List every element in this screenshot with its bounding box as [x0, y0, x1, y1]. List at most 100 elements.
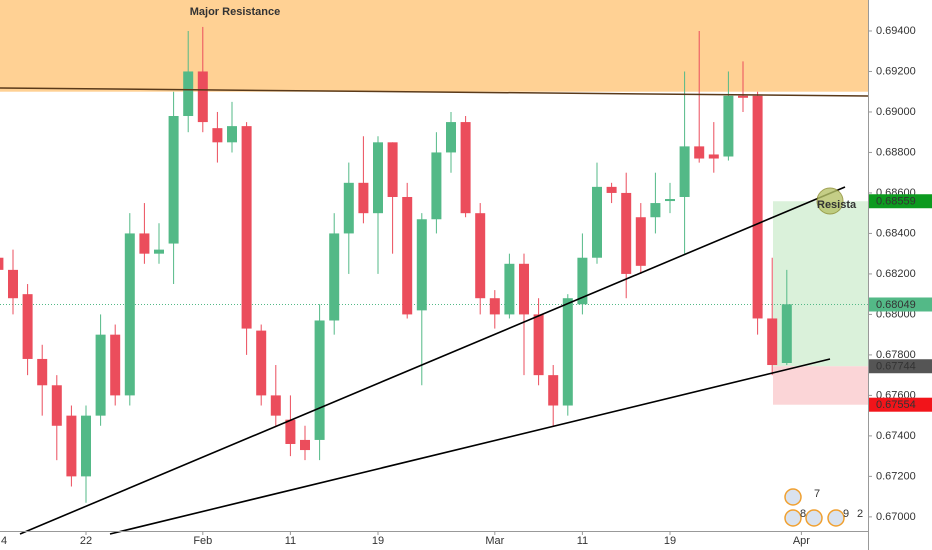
y-tick-label: 0.68200 [876, 268, 916, 280]
price-marker [869, 397, 932, 412]
candle-body [577, 257, 588, 305]
candle-body [343, 182, 354, 234]
candle-body [708, 154, 719, 159]
candle-body [8, 269, 18, 299]
candle-body [738, 95, 748, 98]
candle-body [0, 257, 4, 270]
candle-body [416, 219, 427, 311]
candle-body [723, 95, 734, 157]
trend-line [109, 358, 831, 535]
candle-body [81, 415, 91, 477]
candle-body [431, 152, 442, 220]
candle-body [635, 217, 646, 266]
candle-body [95, 334, 106, 416]
candle-body [168, 116, 179, 244]
candle-body [767, 318, 778, 366]
y-tick-label: 0.67000 [876, 511, 916, 523]
y-tick-label: 0.67800 [876, 349, 916, 361]
candle-body [241, 126, 252, 329]
candle-body [387, 142, 398, 197]
candle-body [183, 71, 194, 117]
event-icon [784, 509, 802, 527]
candle-body [781, 304, 792, 363]
candle-body [124, 233, 135, 396]
event-icon [805, 509, 823, 527]
stop-box [773, 366, 868, 405]
zone-label: Major Resistance [190, 6, 280, 18]
candle-body [665, 199, 675, 202]
candle-body [694, 146, 705, 159]
price-marker-label: 0.68049 [876, 299, 916, 311]
candle-body [227, 126, 237, 143]
candle-body [300, 439, 310, 451]
candle-body [548, 375, 559, 406]
x-tick-label: Mar [485, 535, 504, 547]
event-label: 8 [800, 508, 806, 520]
price-marker-label: 0.67744 [876, 361, 916, 373]
candle-body [37, 358, 48, 386]
event-label: 9 [843, 508, 849, 520]
y-tick-label: 0.67400 [876, 430, 916, 442]
candle-body [446, 122, 456, 153]
x-tick-label: 22 [80, 535, 92, 547]
candle-body [139, 233, 150, 254]
candle-body [51, 385, 62, 426]
x-tick-label: Feb [193, 535, 212, 547]
x-tick-label: 11 [285, 535, 296, 547]
x-tick-label: 11 [577, 535, 588, 547]
candle-body [533, 314, 544, 376]
candle-body [270, 395, 281, 416]
axis-panel [868, 0, 932, 550]
price-marker [869, 359, 932, 374]
y-tick-label: 0.69200 [876, 65, 916, 77]
candle-body [489, 298, 500, 315]
x-tick-label: 19 [664, 535, 676, 547]
event-icon [827, 509, 845, 527]
trend-line [19, 186, 846, 535]
candle-body [373, 142, 383, 214]
price-marker [869, 297, 932, 312]
candle-body [402, 196, 413, 315]
candle-body [22, 294, 33, 359]
candle-body [592, 186, 602, 258]
candle-body [606, 186, 617, 193]
y-tick-label: 0.68400 [876, 227, 916, 239]
candle-body [650, 203, 661, 218]
candle-body [212, 128, 223, 143]
x-tick-label: Apr [793, 535, 810, 547]
candle-body [197, 71, 208, 123]
price-marker-label: 0.68559 [876, 196, 916, 208]
candle-body [621, 192, 632, 274]
event-label: 2 [857, 508, 863, 520]
highlight-circle [816, 187, 844, 215]
event-label: 7 [814, 488, 820, 500]
price-marker [869, 194, 932, 209]
y-tick-label: 0.69400 [876, 25, 916, 37]
candle-body [154, 249, 164, 254]
candle-body [679, 146, 690, 197]
y-tick-label: 0.68800 [876, 146, 916, 158]
candle-body [66, 415, 77, 477]
y-tick-label: 0.67200 [876, 470, 916, 482]
x-tick-label: 19 [372, 535, 384, 547]
candle-body [358, 182, 369, 214]
price-marker-label: 0.67554 [876, 399, 916, 411]
resistance-line [0, 87, 869, 97]
x-tick-label: 4 [1, 535, 7, 547]
event-icon [784, 488, 802, 506]
candle-body [475, 213, 486, 299]
candle-body [460, 122, 471, 214]
candle-body [314, 320, 325, 440]
candle-body [752, 95, 763, 319]
candle-body [519, 263, 529, 315]
y-tick-label: 0.69000 [876, 106, 916, 118]
candle-body [562, 298, 573, 406]
candle-body [329, 233, 340, 321]
candle-body [504, 263, 515, 315]
cut-label: Resista [817, 199, 857, 211]
candle-body [256, 330, 267, 396]
candle-body [285, 419, 296, 444]
resistance-zone [0, 0, 868, 92]
candle-body [110, 334, 121, 396]
